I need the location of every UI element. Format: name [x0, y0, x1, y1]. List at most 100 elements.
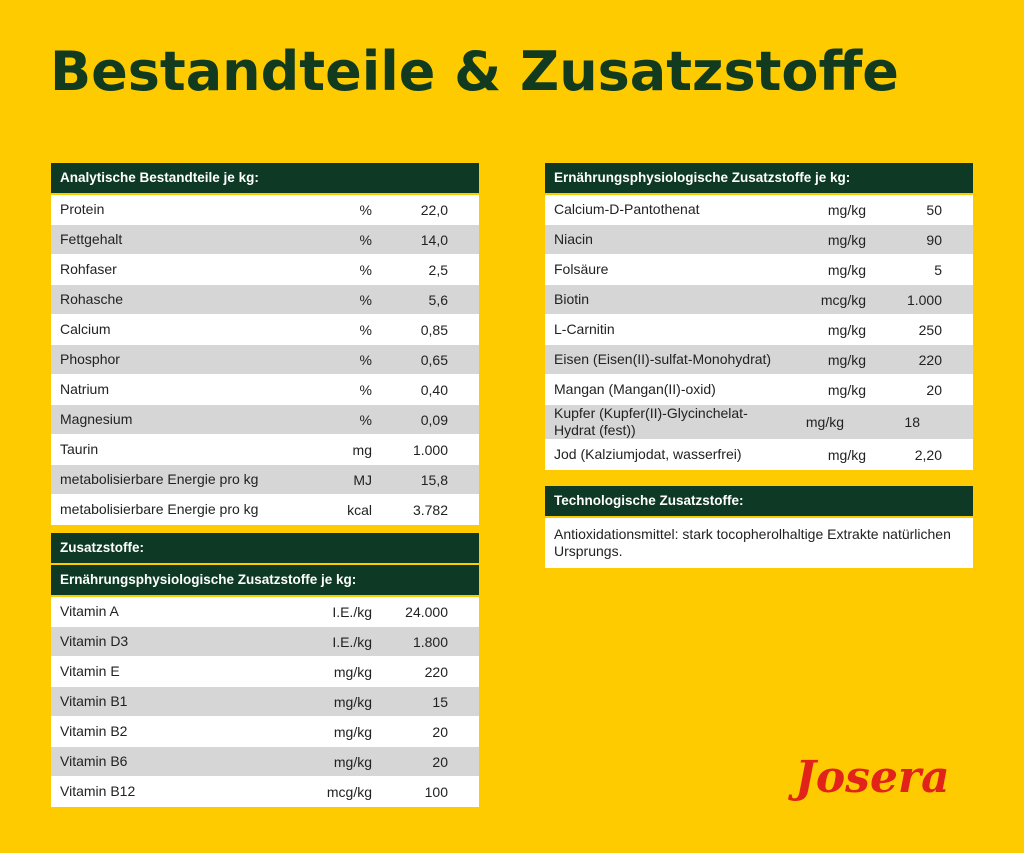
row-value: 20	[432, 723, 448, 740]
table-row: Rohasche% 5,6	[51, 285, 479, 315]
row-value: 1.000	[906, 291, 942, 308]
row-unit: mg/kg	[827, 261, 866, 278]
table-row: Niacin mg/kg 90	[545, 225, 973, 255]
row-label: Vitamin E	[60, 663, 120, 679]
row-unit: %	[359, 411, 372, 428]
row-value: 2,5	[428, 261, 448, 278]
table-body: Calcium-D-Pantothenat mg/kg 50 Niacin mg/kg 9…	[545, 195, 973, 470]
row-value: 20	[926, 381, 942, 398]
table-row: Vitamin B2 mg/kg 20	[51, 717, 479, 747]
row-value: 15,8	[420, 471, 448, 488]
table-row: metabolisierbare Energie pro kg kcal 3.782	[51, 495, 479, 525]
row-unit: mg/kg	[827, 231, 866, 248]
row-value: 24.000	[405, 603, 448, 620]
row-value: 0,09	[420, 411, 448, 428]
row-label: Biotin	[554, 291, 590, 307]
row-unit: mg/kg	[333, 723, 372, 740]
row-unit: mg/kg	[333, 693, 372, 710]
table-body: Protein% 22,0 Fettgehalt% 14,0 Rohfaser% 2,5 R…	[51, 195, 479, 525]
row-label: Rohasche	[60, 291, 124, 307]
row-label: Vitamin B6	[60, 753, 128, 769]
row-value: 2,20	[914, 446, 942, 463]
row-value: 220	[918, 351, 942, 368]
row-unit: mg/kg	[827, 446, 866, 463]
additives-table: Zusatzstoffe: Ernährungsphysiologische Z…	[51, 533, 479, 807]
row-label: metabolisierbare Energie pro kg	[60, 501, 259, 517]
table-row: Vitamin B1 mg/kg 15	[51, 687, 479, 717]
row-unit: mg/kg	[827, 201, 866, 218]
table-row: Jod (Kalziumjodat, wasserfrei) mg/kg 2,20	[545, 440, 973, 470]
row-label: Vitamin B12	[60, 783, 136, 799]
row-unit: mg/kg	[333, 663, 372, 680]
row-value: 0,40	[420, 381, 448, 398]
row-unit: mg/kg	[805, 414, 844, 430]
row-label: Natrium	[60, 381, 110, 397]
row-unit: %	[359, 351, 372, 368]
row-value: 0,65	[420, 351, 448, 368]
row-unit: %	[359, 321, 372, 338]
row-value: 3.782	[412, 501, 448, 518]
row-value: 250	[918, 321, 942, 338]
table-row: Folsäure mg/kg 5	[545, 255, 973, 285]
row-unit: %	[359, 291, 372, 308]
row-value: 1.000	[412, 441, 448, 458]
row-label: Magnesium	[60, 411, 133, 427]
table-subheader: Ernährungsphysiologische Zusatzstoffe je…	[51, 565, 479, 595]
row-unit: %	[359, 231, 372, 248]
row-label: Vitamin B1	[60, 693, 128, 709]
row-value: 50	[926, 201, 942, 218]
row-unit: mg	[352, 441, 372, 458]
row-unit: %	[359, 201, 372, 218]
row-unit: mg/kg	[333, 753, 372, 770]
row-label: Vitamin B2	[60, 723, 128, 739]
analytic-table: Analytische Bestandteile je kg: Protein%…	[51, 163, 479, 525]
row-unit: %	[359, 261, 372, 278]
row-label: Calcium	[60, 321, 111, 337]
table-row: metabolisierbare Energie pro kg MJ 15,8	[51, 465, 479, 495]
row-label: Kupfer (Kupfer(II)-Glycinchelat-Hydrat (…	[554, 405, 748, 438]
row-label: Fettgehalt	[60, 231, 123, 247]
table-header: Analytische Bestandteile je kg:	[51, 163, 479, 193]
table-row: Protein% 22,0	[51, 195, 479, 225]
logo: Josera	[795, 752, 950, 803]
row-value: 5	[934, 261, 942, 278]
row-unit: MJ	[353, 471, 372, 488]
page-title: Bestandteile & Zusatzstoffe	[50, 40, 899, 103]
table-header: Zusatzstoffe:	[51, 533, 479, 563]
table-row: Vitamin B12 mcg/kg 100	[51, 777, 479, 807]
table-row: Vitamin E mg/kg 220	[51, 657, 479, 687]
table-body: Vitamin A I.E./kg 24.000 Vitamin D3 I.E./kg 1…	[51, 597, 479, 807]
row-value: 1.800	[412, 633, 448, 650]
row-value: 90	[926, 231, 942, 248]
row-label: Taurin	[60, 441, 99, 457]
row-label: Jod (Kalziumjodat, wasserfrei)	[554, 446, 742, 462]
table-text: Antioxidationsmittel: stark tocopherolha…	[545, 518, 973, 568]
technological-table: Technologische Zusatzstoffe: Antioxidati…	[545, 486, 973, 568]
row-label: Eisen (Eisen(II)-sulfat-Monohydrat)	[554, 351, 772, 367]
row-value: 14,0	[420, 231, 448, 248]
table-row: Natrium% 0,40	[51, 375, 479, 405]
table-row: Magnesium% 0,09	[51, 405, 479, 435]
row-unit: mcg/kg	[326, 783, 372, 800]
row-label: Vitamin A	[60, 603, 119, 619]
table-header: Ernährungsphysiologische Zusatzstoffe je…	[545, 163, 973, 193]
row-label: Calcium-D-Pantothenat	[554, 201, 700, 217]
row-value: 18	[904, 414, 920, 430]
table-row: Fettgehalt% 14,0	[51, 225, 479, 255]
row-value: 22,0	[420, 201, 448, 218]
row-unit: kcal	[347, 501, 372, 518]
table-row: Vitamin A I.E./kg 24.000	[51, 597, 479, 627]
table-row: L-Carnitin mg/kg 250	[545, 315, 973, 345]
row-label: Vitamin D3	[60, 633, 129, 649]
table-row: Calcium% 0,85	[51, 315, 479, 345]
row-value: 0,85	[420, 321, 448, 338]
row-unit: I.E./kg	[332, 633, 372, 650]
row-label: Rohfaser	[60, 261, 117, 277]
table-row: Taurin mg 1.000	[51, 435, 479, 465]
table-row: Kupfer (Kupfer(II)-Glycinchelat-Hydrat (…	[545, 405, 973, 440]
row-unit: %	[359, 381, 372, 398]
row-label: Niacin	[554, 231, 593, 247]
row-value: 5,6	[428, 291, 448, 308]
row-label: Phosphor	[60, 351, 120, 367]
